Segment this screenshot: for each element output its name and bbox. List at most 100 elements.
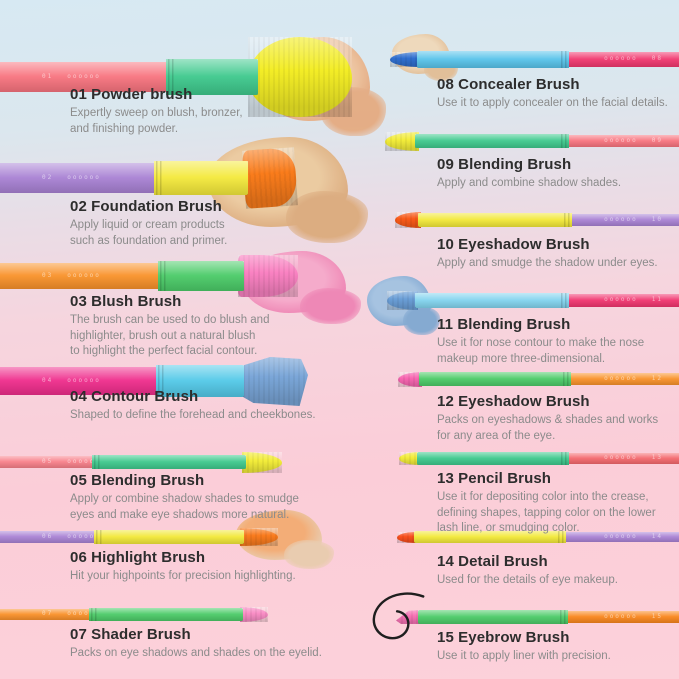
brush-description: Apply and combine shadow shades. [437, 177, 622, 189]
handle-marking: 10 oooooo [604, 217, 663, 223]
brush-info: 15 Eyebrow Brush Use it to apply liner w… [437, 629, 679, 665]
brush-photo: 14 oooooo [397, 531, 679, 543]
handle-marking: 03 oooooo [42, 273, 101, 279]
handle-dots: oooooo [67, 610, 101, 617]
brush-description: Apply liquid or cream products such as f… [70, 219, 228, 247]
brush-ferrule [419, 372, 571, 386]
brush-description: Used for the details of eye makeup. [437, 574, 618, 586]
handle-dots: oooooo [67, 458, 101, 465]
brush-ferrule [166, 59, 258, 95]
handle-dots: oooooo [67, 377, 101, 384]
handle-number-label: 04 [42, 377, 54, 384]
brush-bristles [399, 451, 420, 465]
brush-ferrule [415, 134, 569, 148]
brush-description: Packs on eye shadows and shades on the e… [70, 647, 322, 659]
handle-dots: oooooo [67, 73, 101, 80]
handle-number-label: 08 [651, 55, 663, 62]
brush-ferrule [417, 451, 569, 465]
brush-ferrule [94, 530, 244, 544]
handle-dots: oooooo [604, 613, 638, 620]
brush-photo: 09 oooooo [385, 130, 679, 152]
handle-marking: 08 oooooo [604, 56, 663, 62]
brush-description: Apply or combine shadow shades to smudge… [70, 493, 299, 521]
handle-dots: oooooo [67, 272, 101, 279]
brush-info: 02 Foundation Brush Apply liquid or crea… [70, 198, 400, 249]
brush-ferrule [154, 161, 248, 195]
brush-info: 03 Blush Brush The brush can be used to … [70, 293, 400, 360]
brush-handle: 06 oooooo [0, 531, 99, 543]
handle-marking: 05 oooooo [42, 459, 101, 465]
handle-number-label: 07 [42, 610, 54, 617]
brush-handle: 13 oooooo [569, 452, 679, 464]
brush-handle: 01 oooooo [0, 62, 166, 92]
brush-bristles [398, 371, 422, 387]
brush-handle: 04 oooooo [0, 367, 156, 395]
eyeliner-stroke [372, 592, 425, 640]
handle-number-label: 11 [651, 296, 663, 303]
handle-number-label: 13 [651, 454, 663, 461]
brush-info: 11 Blending Brush Use it for nose contou… [437, 316, 679, 367]
brush-description: Use it to apply concealer on the facial … [437, 97, 668, 109]
brush-handle: 10 oooooo [572, 214, 679, 226]
brush-photo: 03 oooooo [0, 251, 361, 325]
handle-dots: oooooo [604, 296, 638, 303]
brush-ferrule [415, 292, 569, 308]
brush-ferrule [417, 50, 569, 68]
brush-description: The brush can be used to do blush and hi… [70, 314, 270, 358]
handle-number-label: 03 [42, 272, 54, 279]
brush-handle: 12 oooooo [571, 373, 679, 385]
brush-title: 12 Eyeshadow Brush [437, 393, 590, 410]
brush-ferrule [89, 607, 243, 621]
brush-handle: 03 oooooo [0, 263, 158, 289]
handle-dots: oooooo [604, 55, 638, 62]
brush-bristles [238, 255, 298, 297]
handle-number-label: 10 [651, 216, 663, 223]
brush-photo: 15 oooooo [372, 592, 679, 640]
brush-photo: 07 oooooo [0, 605, 268, 623]
brush-bristles [242, 451, 282, 473]
handle-number-label: 14 [651, 533, 663, 540]
brush-ferrule [414, 531, 566, 543]
brush-bristles [240, 528, 278, 546]
brush-bristles [397, 531, 416, 543]
brush-bristles [387, 290, 418, 310]
brush-info: 06 Highlight Brush Hit your highpoints f… [70, 549, 400, 585]
brush-bristles [248, 37, 352, 117]
brush-photo: 13 oooooo [399, 451, 679, 465]
brush-handle: 14 oooooo [566, 532, 679, 542]
brush-handle: 15 oooooo [568, 611, 679, 623]
brush-title: 11 Blending Brush [437, 316, 571, 333]
brush-handle: 02 oooooo [0, 163, 154, 193]
brush-info: 10 Eyeshadow Brush Apply and smudge the … [437, 236, 679, 272]
handle-dots: oooooo [67, 533, 101, 540]
brush-title: 10 Eyeshadow Brush [437, 236, 590, 253]
brush-photo: 12 oooooo [398, 371, 679, 387]
handle-marking: 13 oooooo [604, 455, 663, 461]
brush-description: Expertly sweep on blush, bronzer, and fi… [70, 107, 243, 135]
brush-handle: 09 oooooo [569, 135, 679, 147]
brush-description: Hit your highpoints for precision highli… [70, 570, 296, 582]
brush-photo: 10 oooooo [395, 211, 679, 229]
brush-title: 01 Powder brush [70, 86, 193, 103]
brush-bristles [240, 606, 268, 622]
handle-dots: oooooo [604, 216, 638, 223]
brush-ferrule [418, 610, 568, 624]
handle-marking: 02 oooooo [42, 175, 101, 181]
handle-dots: oooooo [67, 174, 101, 181]
brush-description: Use it to apply liner with precision. [437, 650, 611, 662]
brush-title: 14 Detail Brush [437, 553, 548, 570]
handle-number-label: 09 [651, 137, 663, 144]
brush-bristles [395, 212, 421, 228]
handle-number-label: 12 [651, 375, 663, 382]
handle-marking: 07 oooooo [42, 611, 101, 617]
handle-number-label: 02 [42, 174, 54, 181]
brush-info: 08 Concealer Brush Use it to apply conce… [437, 76, 679, 112]
handle-marking: 06 oooooo [42, 534, 101, 540]
brush-info: 13 Pencil Brush Use it for depositing co… [437, 470, 679, 537]
brush-photo: 01 oooooo [0, 37, 386, 137]
handle-dots: oooooo [604, 375, 638, 382]
brush-handle: 07 oooooo [0, 608, 99, 620]
handle-marking: 01 oooooo [42, 74, 101, 80]
brush-title: 04 Contour Brush [70, 388, 199, 405]
brush-photo: 04 oooooo [0, 356, 308, 406]
